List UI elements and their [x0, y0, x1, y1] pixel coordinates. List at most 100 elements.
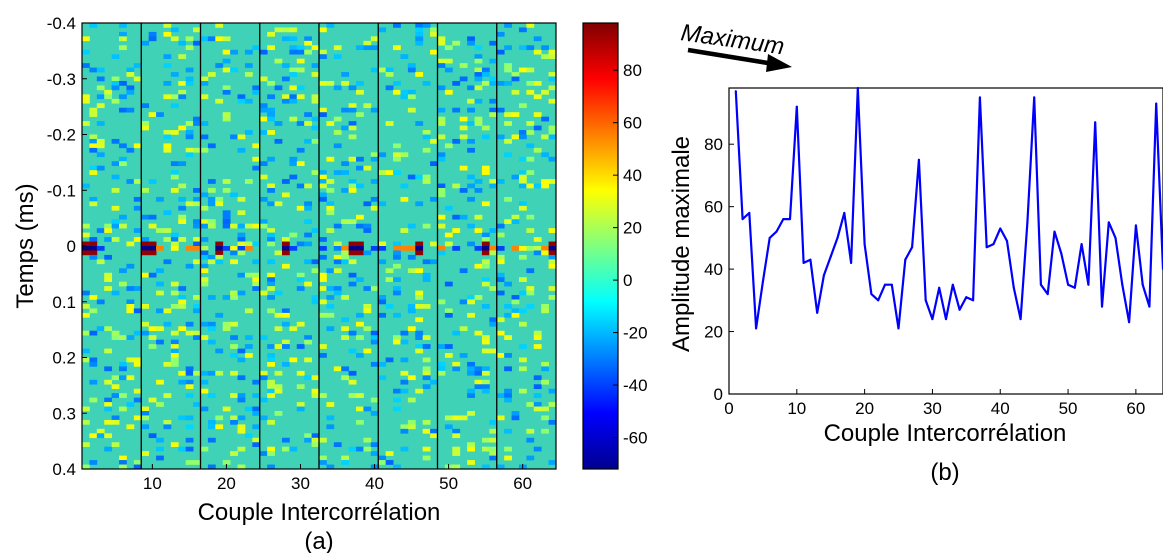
- heatmap-cell: [385, 303, 394, 309]
- heatmap-cell: [452, 214, 461, 220]
- heatmap-x-tick-label: 20: [217, 474, 236, 493]
- heatmap-cell: [222, 210, 231, 216]
- heatmap-x-tick-label: 10: [143, 474, 162, 493]
- heatmap-cell: [281, 192, 290, 198]
- heatmap-cell: [459, 63, 468, 68]
- heatmap-cell: [200, 277, 209, 282]
- heatmap-cell: [422, 303, 431, 309]
- heatmap-cell: [518, 67, 527, 73]
- heatmap-cell: [422, 370, 431, 376]
- heatmap-cell: [156, 437, 164, 443]
- heatmap-cell: [126, 424, 135, 430]
- heatmap-cell: [370, 286, 379, 291]
- heatmap-cell: [281, 237, 290, 242]
- heatmap-cell: [533, 335, 542, 340]
- heatmap-cell: [222, 460, 231, 465]
- heatmap-cell: [89, 246, 98, 251]
- heatmap-cell: [222, 49, 231, 55]
- heatmap-cell: [111, 161, 120, 167]
- heatmap-cell: [541, 250, 549, 256]
- heatmap-cell: [133, 388, 142, 394]
- heatmap-cell: [407, 375, 416, 381]
- heatmap-cell: [296, 85, 305, 91]
- heatmap-cell: [319, 80, 327, 86]
- heatmap-cell: [400, 357, 409, 363]
- heatmap-cell: [526, 130, 535, 135]
- group-separators: [140, 23, 498, 469]
- heatmap-cell: [504, 393, 512, 398]
- heatmap-cell: [111, 98, 120, 104]
- heatmap-cell: [200, 237, 209, 242]
- heatmap-cell: [341, 161, 350, 167]
- heatmap-cell: [518, 201, 527, 207]
- heatmap-cell: [526, 23, 535, 28]
- heatmap-cell: [193, 259, 201, 265]
- heatmap-cell: [200, 281, 209, 287]
- heatmap-cell: [326, 303, 335, 309]
- heatmap-cell: [459, 116, 468, 122]
- heatmap-cell: [296, 344, 305, 349]
- heatmap-cell: [156, 228, 164, 233]
- heatmap-cell: [244, 241, 253, 247]
- amplitude-data-point: [843, 211, 846, 214]
- heatmap-cell: [444, 281, 453, 287]
- heatmap-cell: [363, 45, 372, 51]
- heatmap-cell: [230, 353, 238, 358]
- heatmap-cell: [170, 27, 179, 33]
- heatmap-cell: [267, 308, 275, 314]
- line-y-tick-label: 20: [704, 323, 723, 342]
- heatmap-cell: [430, 138, 438, 144]
- amplitude-data-point: [870, 293, 873, 296]
- heatmap-cell: [356, 80, 364, 86]
- heatmap-cell: [326, 80, 335, 86]
- heatmap-cell: [185, 415, 194, 421]
- heatmap-cell: [311, 388, 320, 394]
- heatmap-cell: [326, 121, 335, 126]
- amplitude-data-point: [1060, 252, 1063, 255]
- heatmap-cell: [341, 326, 350, 332]
- heatmap-cell: [141, 330, 150, 336]
- heatmap-cell: [237, 241, 246, 247]
- heatmap-cell: [326, 415, 335, 421]
- heatmap-cell: [207, 143, 216, 149]
- heatmap-cell: [230, 451, 238, 456]
- heatmap-cell: [222, 219, 231, 224]
- heatmap-cell: [244, 335, 253, 340]
- heatmap-cell: [333, 286, 342, 291]
- heatmap-cell: [193, 116, 201, 122]
- heatmap-cell: [178, 379, 187, 385]
- heatmap-cell: [178, 54, 187, 59]
- heatmap-cell: [200, 80, 209, 86]
- heatmap-cell: [481, 250, 490, 256]
- heatmap-cell: [326, 201, 335, 207]
- heatmap-cell: [370, 335, 379, 340]
- heatmap-cell: [96, 103, 105, 109]
- line-x-tick-label: 20: [855, 399, 874, 418]
- heatmap-cell: [82, 357, 90, 363]
- heatmap-cell: [244, 63, 253, 68]
- heatmap-cell: [193, 335, 201, 340]
- heatmap-cell: [119, 455, 127, 461]
- heatmap-cell: [82, 36, 90, 42]
- heatmap-cell: [259, 451, 268, 456]
- heatmap-cell: [356, 446, 364, 452]
- heatmap-cell: [430, 27, 438, 33]
- amplitude-data-point: [802, 261, 805, 264]
- heatmap-cell: [304, 281, 312, 287]
- heatmap-cell: [267, 94, 275, 100]
- heatmap-cell: [518, 174, 527, 180]
- heatmap-cell: [533, 36, 542, 42]
- heatmap-cell: [215, 241, 224, 247]
- heatmap-cell: [193, 330, 201, 336]
- heatmap-cell: [119, 281, 127, 287]
- heatmap-cell: [326, 295, 335, 300]
- heatmap-cell: [437, 121, 446, 126]
- heatmap-cell: [193, 121, 201, 126]
- heatmap-cell: [289, 116, 298, 122]
- heatmap-cell: [289, 174, 298, 180]
- heatmap-cell: [526, 437, 535, 443]
- heatmap-cell: [311, 63, 320, 68]
- heatmap-cell: [348, 370, 357, 376]
- heatmap-cell: [89, 143, 98, 149]
- heatmap-cell: [496, 330, 505, 336]
